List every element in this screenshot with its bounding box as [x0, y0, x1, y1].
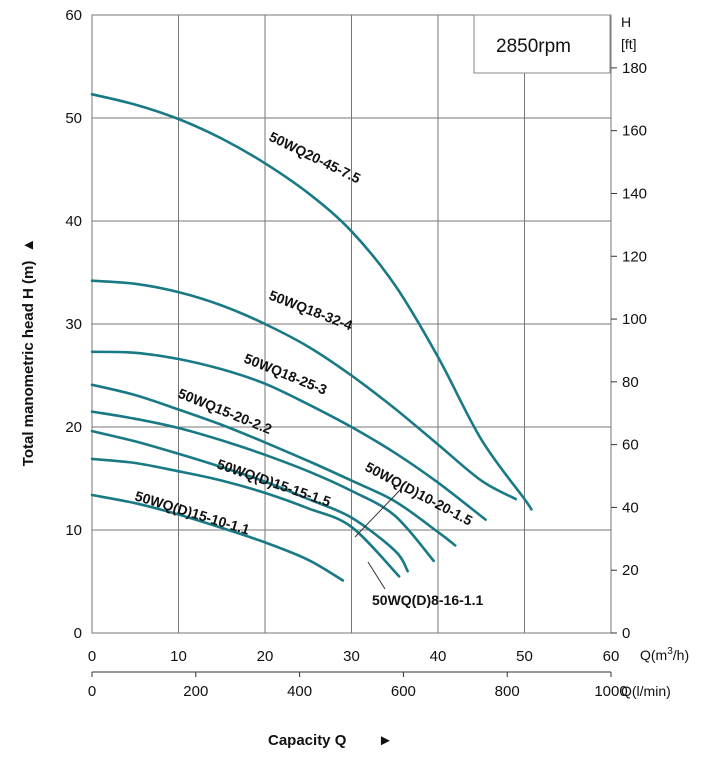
speed-box — [473, 14, 611, 74]
y-tick-label: 60 — [65, 7, 82, 24]
curve-4 — [90, 383, 457, 547]
leader-line-2 — [367, 561, 386, 590]
x-tick-label: 20 — [257, 648, 274, 665]
x-tick-label: 50 — [516, 648, 533, 665]
curve-label-6: 50WQ(D)8-16-1.1 — [372, 592, 483, 608]
lmin-tick-label: 600 — [391, 683, 416, 700]
curve-6 — [90, 429, 409, 573]
ft-tick-label: 60 — [622, 437, 639, 454]
right-axis-unit-bottom: [ft] — [621, 36, 637, 52]
y-tick-label: 10 — [65, 522, 82, 539]
curve-1 — [90, 93, 533, 511]
ft-tick-label: 0 — [622, 625, 630, 642]
ft-tick-label: 140 — [622, 185, 647, 202]
lmin-tick-label: 400 — [287, 683, 312, 700]
ft-tick-label: 20 — [622, 562, 639, 579]
y-tick-label: 50 — [65, 110, 82, 127]
curve-label-3: 50WQ18-25-3 — [242, 350, 330, 398]
y-axis-title: Total manometric head H (m)▲ — [20, 238, 37, 466]
curve-7 — [90, 457, 401, 578]
y-tick-label: 30 — [65, 316, 82, 333]
ft-tick-label: 160 — [622, 123, 647, 140]
lmin-tick-label: 800 — [495, 683, 520, 700]
ft-tick-label: 40 — [622, 499, 639, 516]
lmin-tick-label: 200 — [183, 683, 208, 700]
curve-8 — [90, 493, 345, 582]
leader-line-1 — [354, 488, 402, 538]
curve-label-5: 50WQ15-20-2.2 — [176, 385, 275, 437]
ft-tick-label: 80 — [622, 374, 639, 391]
x-axis-title: Capacity Q — [268, 732, 347, 749]
label-leader-lines — [354, 488, 402, 590]
speed-label: 2850rpm — [496, 36, 571, 57]
x-tick-label: 30 — [343, 648, 360, 665]
x-unit-m3h: Q(m3/h) — [640, 646, 689, 663]
ft-tick-label: 180 — [622, 60, 647, 77]
lmin-tick-label: 1000 — [594, 683, 627, 700]
x-tick-label: 60 — [603, 648, 620, 665]
curve-label-2: 50WQ18-32-4 — [267, 287, 355, 334]
y-tick-label: 20 — [65, 419, 82, 436]
curve-label-1: 50WQ20-45-7.5 — [267, 128, 364, 186]
x-unit-lmin: Q(l/min) — [621, 683, 671, 699]
curve-3 — [90, 350, 487, 521]
y-tick-label: 40 — [65, 213, 82, 230]
x-tick-label: 0 — [88, 648, 96, 665]
grid — [91, 14, 612, 634]
x-tick-label: 10 — [170, 648, 187, 665]
curves — [90, 93, 533, 582]
ft-tick-label: 120 — [622, 248, 647, 265]
lmin-tick-label: 0 — [88, 683, 96, 700]
curve-5 — [90, 410, 435, 563]
ft-tick-label: 100 — [622, 311, 647, 328]
right-axis-unit-top: H — [621, 14, 631, 30]
x-axis-arrow: ► — [378, 732, 393, 749]
x-tick-label: 40 — [430, 648, 447, 665]
curve-labels: 50WQ20-45-7.5 50WQ18-32-4 50WQ18-25-3 50WQ(… — [133, 128, 483, 608]
curve-2 — [90, 279, 518, 501]
y-tick-label: 0 — [74, 625, 82, 642]
